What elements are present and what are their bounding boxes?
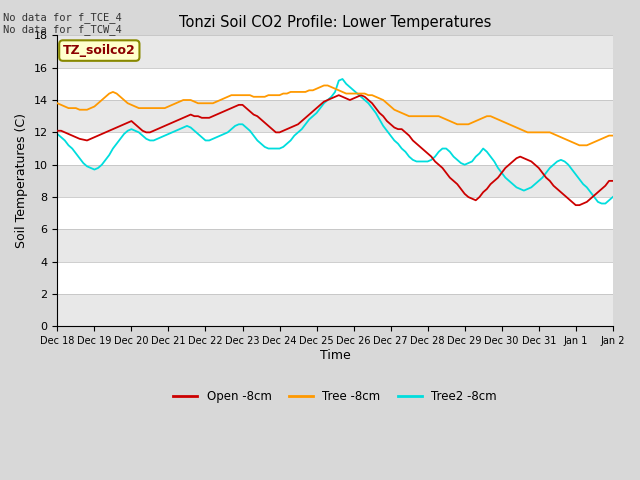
Y-axis label: Soil Temperatures (C): Soil Temperatures (C) [15,113,28,248]
Legend: Open -8cm, Tree -8cm, Tree2 -8cm: Open -8cm, Tree -8cm, Tree2 -8cm [169,385,501,408]
Bar [58,165,612,197]
Text: TZ_soilco2: TZ_soilco2 [63,44,136,57]
Text: No data for f_TCW_4: No data for f_TCW_4 [3,24,122,35]
Bar [58,100,612,132]
Title: Tonzi Soil CO2 Profile: Lower Temperatures: Tonzi Soil CO2 Profile: Lower Temperatur… [179,15,492,30]
Bar [58,36,612,68]
X-axis label: Time: Time [320,349,351,362]
Bar [58,229,612,262]
Bar [58,294,612,326]
Text: No data for f_TCE_4: No data for f_TCE_4 [3,12,122,23]
